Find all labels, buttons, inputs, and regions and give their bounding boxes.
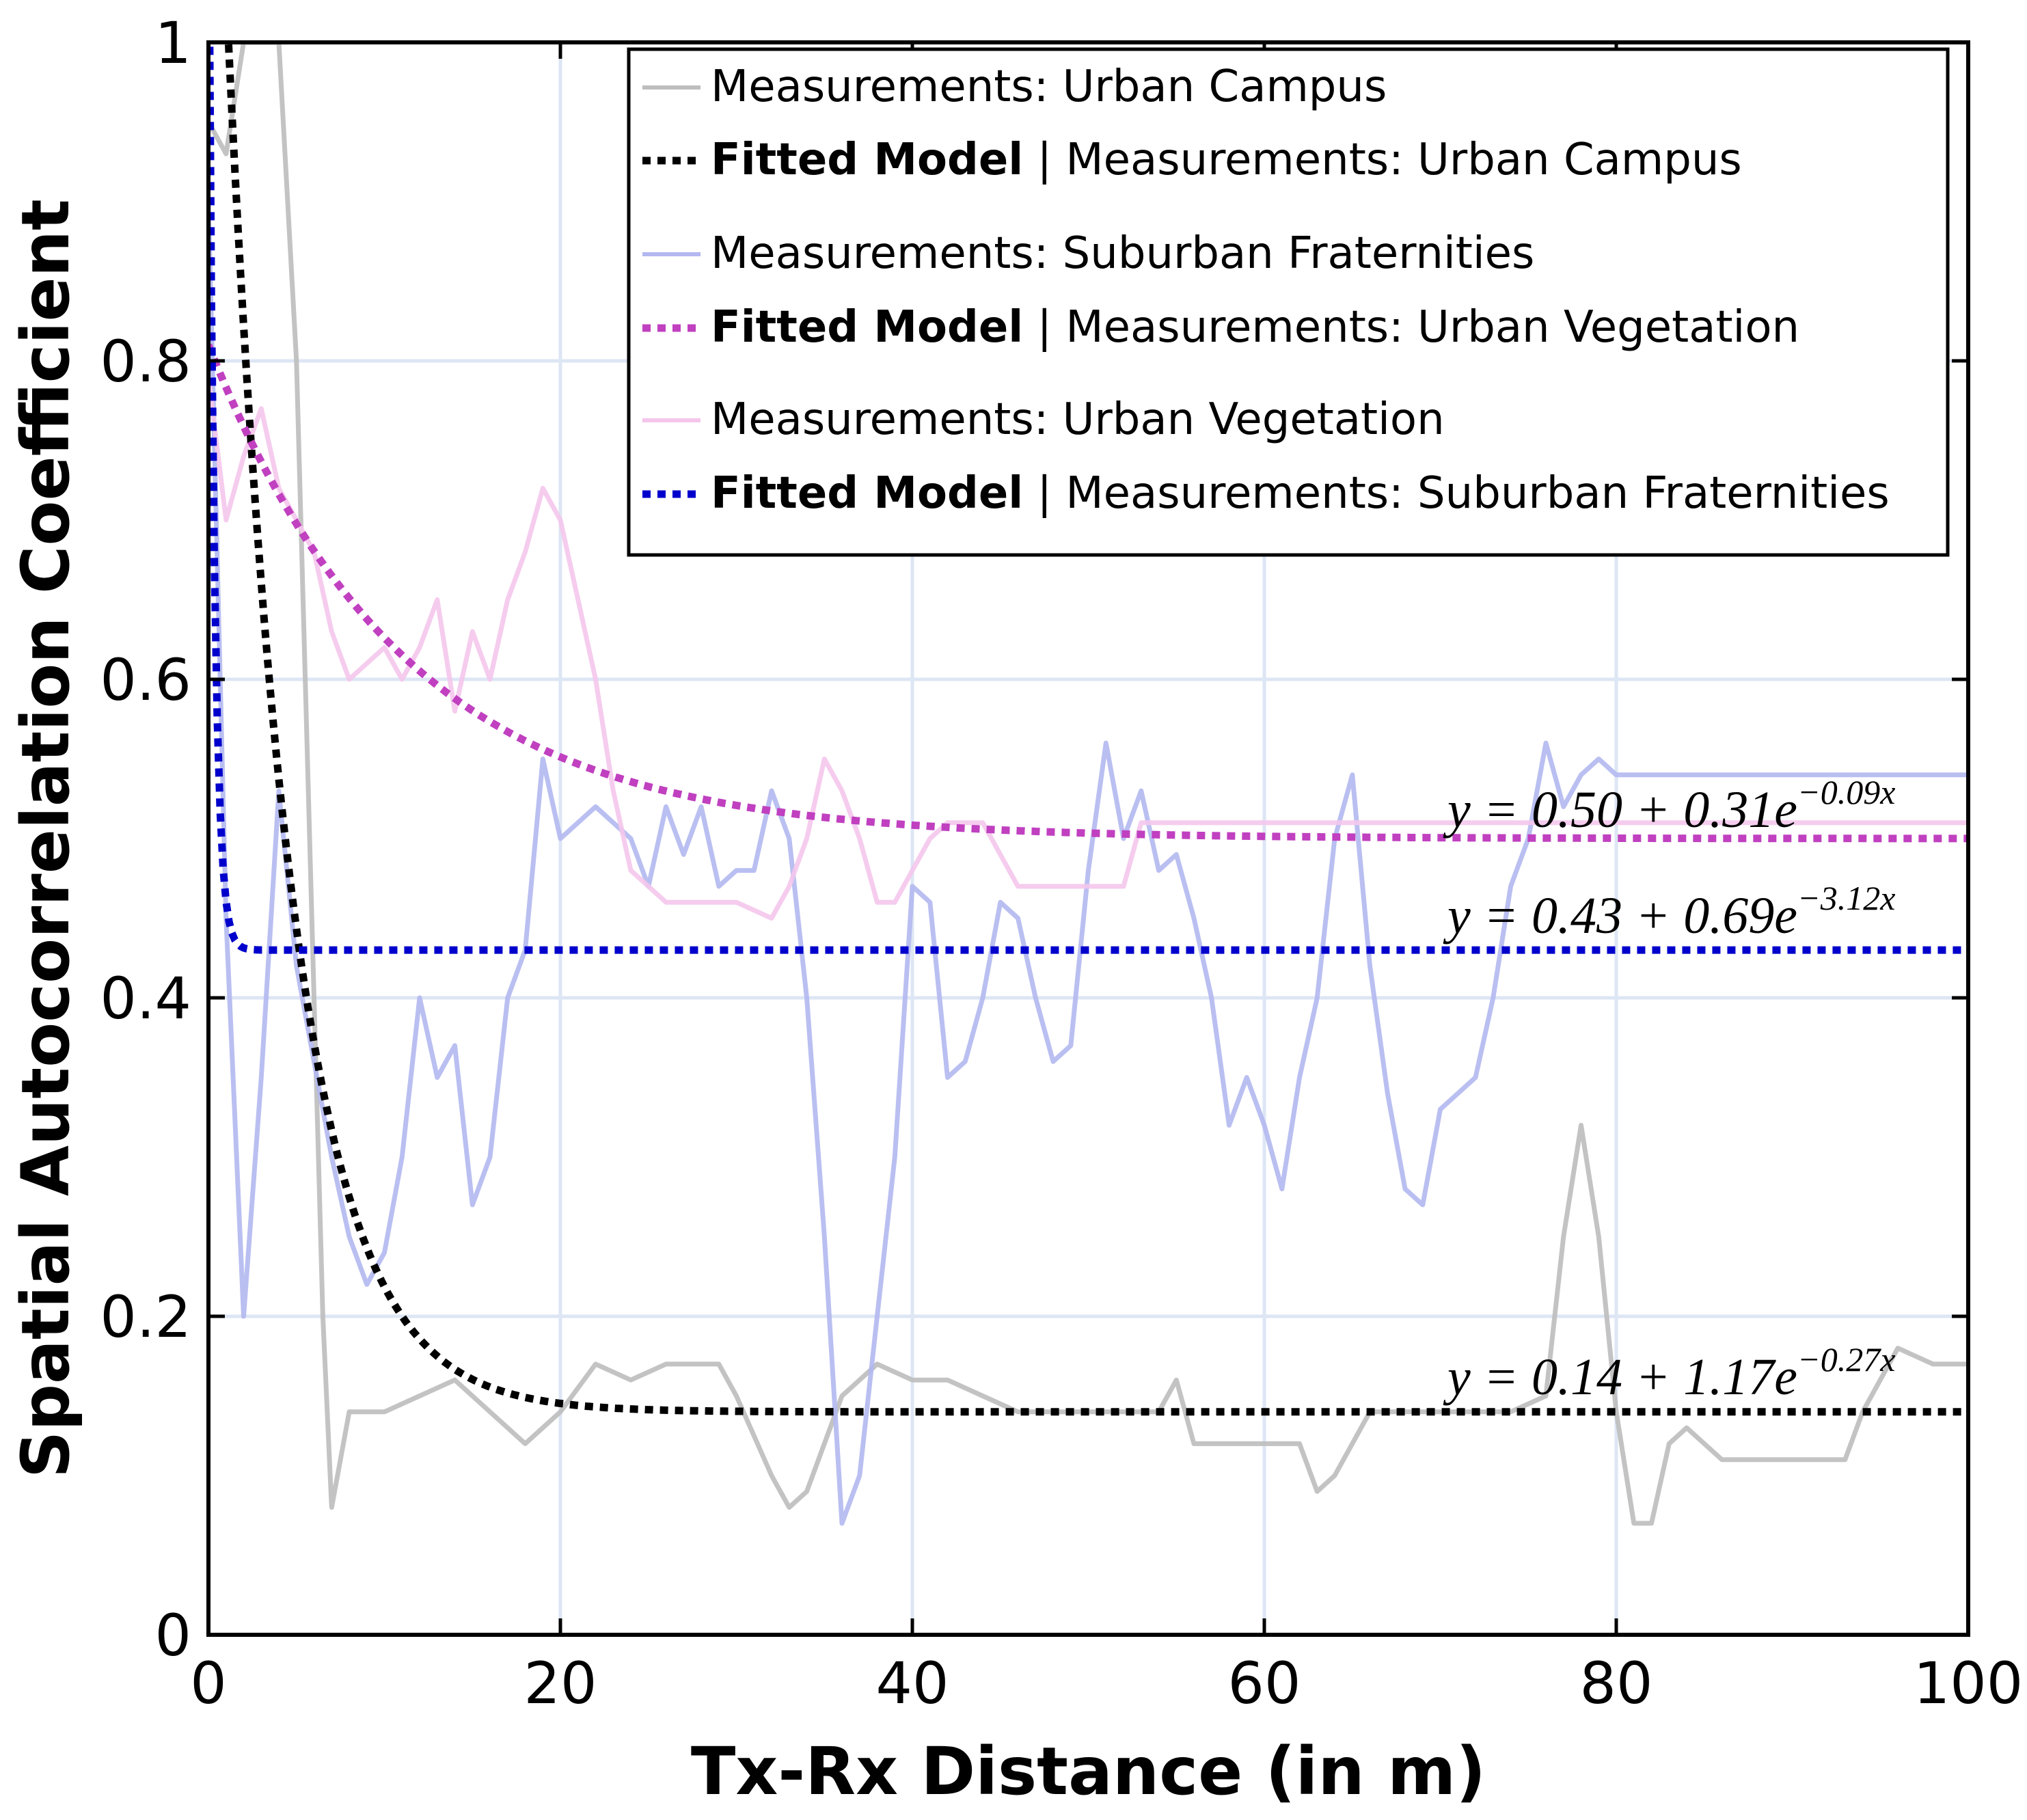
legend-box (627, 47, 1950, 557)
x-axis-title: Tx-Rx Distance (in m) (691, 1733, 1486, 1810)
legend-entry-label: Fitted Model | Measurements: Urban Campu… (711, 135, 1742, 185)
legend-entry-label: Measurements: Urban Campus (711, 62, 1387, 112)
y-tick-label: 0.6 (100, 647, 191, 714)
x-tick-label: 0 (190, 1650, 226, 1717)
series-line-fitted-model-measurements-suburban-fraternities (208, 42, 1968, 954)
equation-label: y = 0.14 + 1.17e−0.27x (1443, 1340, 1895, 1406)
plot-frame (206, 40, 1970, 1637)
x-tick-label: 80 (1580, 1650, 1653, 1717)
x-tick-label: 100 (1914, 1650, 2023, 1717)
series-layer (208, 42, 1968, 1526)
equation-label: y = 0.43 + 0.69e−3.12x (1443, 879, 1895, 945)
legend-entry-label: Fitted Model | Measurements: Urban Veget… (711, 302, 1799, 353)
legend: Measurements: Urban Campus Fitted Model |… (627, 47, 1950, 557)
y-tick-label: 0.2 (100, 1283, 191, 1350)
series-line-fitted-model-measurements-urban-campus (224, 42, 1968, 1416)
legend-entry-label: Fitted Model | Measurements: Suburban Fr… (711, 468, 1890, 519)
legend-entry-label: Measurements: Suburban Fraternities (711, 228, 1534, 279)
series-line-measurements-urban-vegetation (208, 376, 1968, 921)
y-tick-label: 0.8 (100, 328, 191, 395)
series-line-measurements-suburban-fraternities (208, 201, 1968, 1526)
x-tick-label: 60 (1228, 1650, 1301, 1717)
y-tick-label: 1 (155, 10, 191, 77)
y-axis-title: Spatial Autocorrelation Coefficient (8, 199, 84, 1478)
equation-label: y = 0.50 + 0.31e−0.09x (1443, 773, 1895, 839)
x-tick-label: 40 (876, 1650, 949, 1717)
y-tick-label: 0 (155, 1602, 191, 1669)
ticks: 0 20 40 60 80 100 0 0.2 0.4 0.6 0.8 1 (100, 10, 2023, 1717)
equation-annotations: y = 0.50 + 0.31e−0.09x y = 0.43 + 0.69e−3… (1443, 773, 1895, 1406)
y-tick-label: 0.4 (100, 965, 191, 1032)
legend-entry-label: Measurements: Urban Vegetation (711, 394, 1445, 445)
x-tick-label: 20 (524, 1650, 597, 1717)
